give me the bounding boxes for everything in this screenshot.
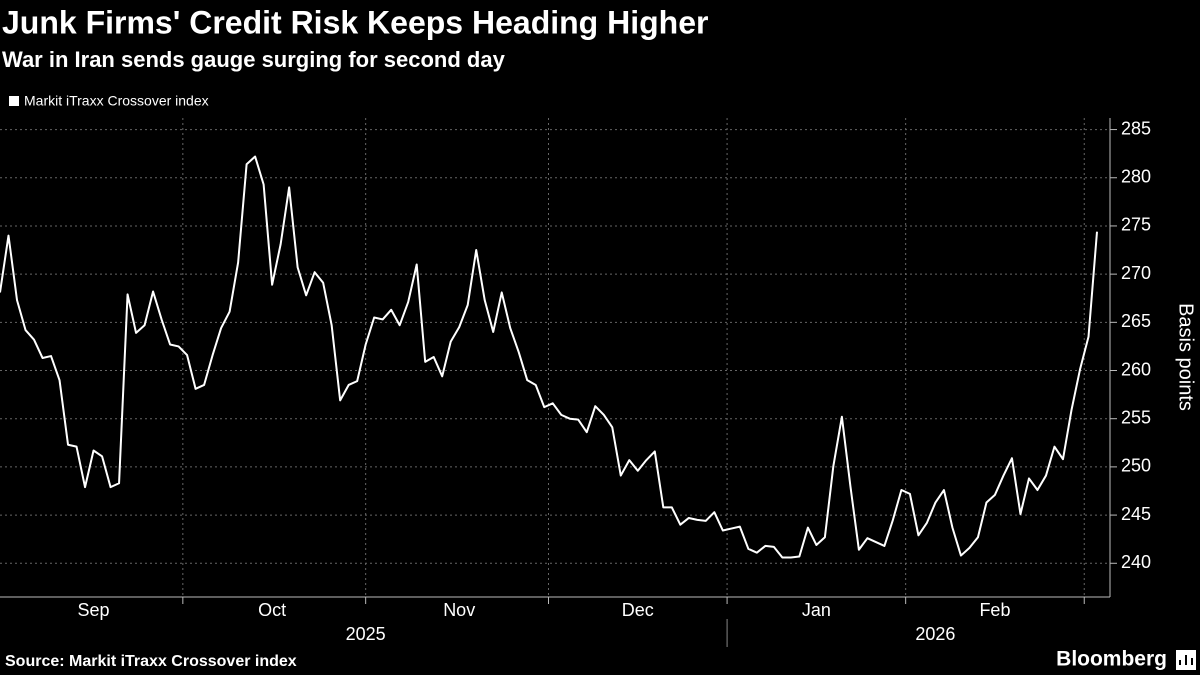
y-tick-label: 265 [1121, 311, 1151, 331]
y-tick-label: 275 [1121, 215, 1151, 235]
y-tick-label: 280 [1121, 167, 1151, 187]
y-tick-label: 285 [1121, 118, 1151, 138]
source-note: Source: Markit iTraxx Crossover index [5, 653, 297, 670]
year-label: 2026 [915, 624, 955, 644]
y-tick-label: 240 [1121, 552, 1151, 572]
x-tick-label: Nov [443, 600, 475, 620]
y-tick-label: 250 [1121, 456, 1151, 476]
y-tick-label: 255 [1121, 407, 1151, 427]
chart-subtitle: War in Iran sends gauge surging for seco… [2, 47, 506, 72]
y-tick-label: 260 [1121, 359, 1151, 379]
x-tick-label: Sep [78, 600, 110, 620]
y-axis-label: Basis points [1175, 303, 1197, 411]
legend-label: Markit iTraxx Crossover index [24, 93, 209, 109]
series-line [0, 155, 1098, 559]
y-tick-label: 245 [1121, 504, 1151, 524]
x-tick-label: Oct [258, 600, 286, 620]
x-tick-label: Dec [622, 600, 654, 620]
x-tick-label: Jan [802, 600, 831, 620]
legend-swatch [9, 96, 19, 106]
brand-logo: Bloomberg [1056, 648, 1167, 671]
year-label: 2025 [346, 624, 386, 644]
x-tick-label: Feb [979, 600, 1010, 620]
chart-title: Junk Firms' Credit Risk Keeps Heading Hi… [2, 4, 708, 40]
y-tick-label: 270 [1121, 263, 1151, 283]
